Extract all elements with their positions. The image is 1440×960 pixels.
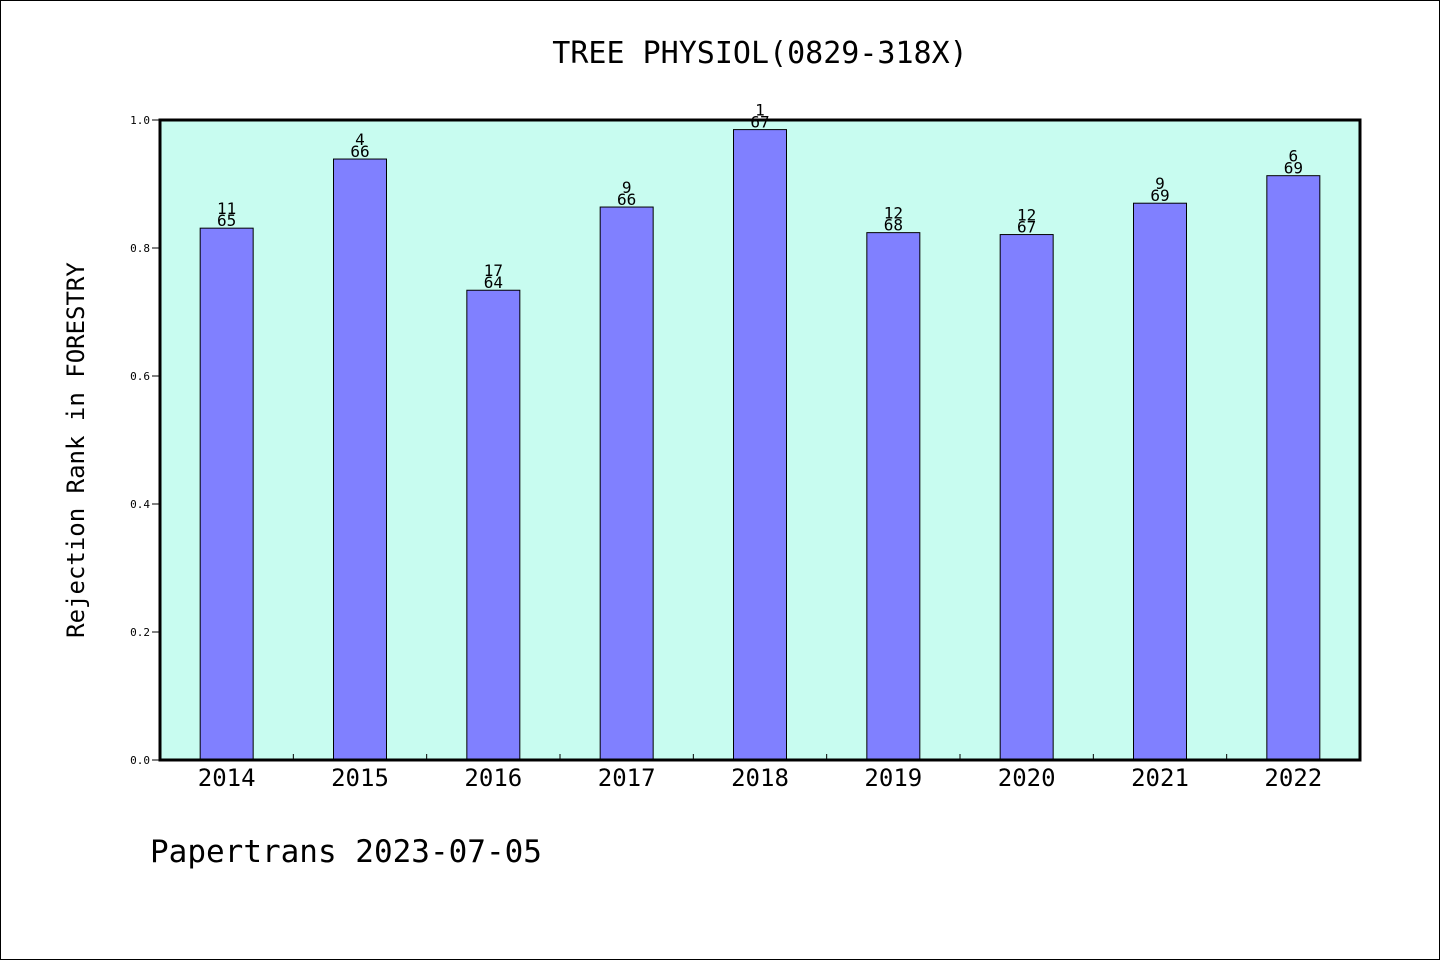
- x-tick-label: 2021: [1131, 764, 1189, 792]
- x-tick-label: 2015: [331, 764, 389, 792]
- bar-label-total: 69: [1150, 186, 1169, 205]
- bar-2017: [599, 206, 654, 761]
- bar-label-rank: 17: [484, 261, 503, 280]
- bar-2021: [1133, 202, 1187, 761]
- bar-label-rank: 11: [217, 199, 236, 218]
- bar-2020: [999, 234, 1054, 761]
- bar-2016: [466, 289, 521, 761]
- x-tick-label: 2022: [1264, 764, 1322, 792]
- bar-label-rank: 1: [755, 101, 765, 120]
- y-tick-label: 0.4: [130, 498, 150, 511]
- plot-border: [158, 118, 1362, 762]
- bar-label-rank: 12: [1017, 206, 1036, 225]
- y-tick-label: 1.0: [130, 114, 150, 127]
- footer-credit: Papertrans 2023-07-05: [150, 834, 542, 870]
- bar-label-rank: 12: [884, 204, 903, 223]
- y-tick-label: 0.6: [130, 370, 150, 383]
- bar-label-total: 66: [350, 142, 369, 161]
- x-axis-ticks: 2014 2015 2016 2017 2018 2019 2020 2021 2022: [198, 754, 1322, 792]
- bar-label-total: 64: [484, 273, 503, 292]
- x-tick-label: 2017: [598, 764, 656, 792]
- chart-title: TREE PHYSIOL(0829-318X): [552, 36, 968, 71]
- bar-label-rank: 4: [355, 130, 365, 149]
- y-tick-label: 0.8: [130, 242, 150, 255]
- bar-label-rank: 9: [622, 178, 632, 197]
- bar-label-total: 67: [750, 113, 769, 132]
- bar-label-total: 69: [1284, 159, 1303, 178]
- bar-label-total: 65: [217, 211, 236, 230]
- bar-2014: [199, 227, 254, 761]
- bar-label-rank: 9: [1155, 174, 1165, 193]
- bar-2022: [1266, 175, 1321, 761]
- y-axis-ticks: 0.0 0.2 0.4 0.6 0.8 1.0: [130, 114, 160, 767]
- bar-label-total: 67: [1017, 218, 1036, 237]
- y-tick-label: 0.0: [130, 754, 150, 767]
- bar-label-total: 68: [884, 216, 903, 235]
- bar-label-rank: 6: [1289, 147, 1299, 166]
- x-tick-label: 2019: [864, 764, 922, 792]
- bar-label-total: 66: [617, 190, 636, 209]
- bar-2018: [733, 129, 787, 761]
- x-tick-label: 2016: [464, 764, 522, 792]
- bar-2019: [866, 232, 921, 761]
- x-tick-label: 2018: [731, 764, 789, 792]
- bar-2015: [333, 158, 387, 761]
- x-tick-label: 2014: [198, 764, 256, 792]
- y-tick-label: 0.2: [130, 626, 150, 639]
- x-tick-label: 2020: [998, 764, 1056, 792]
